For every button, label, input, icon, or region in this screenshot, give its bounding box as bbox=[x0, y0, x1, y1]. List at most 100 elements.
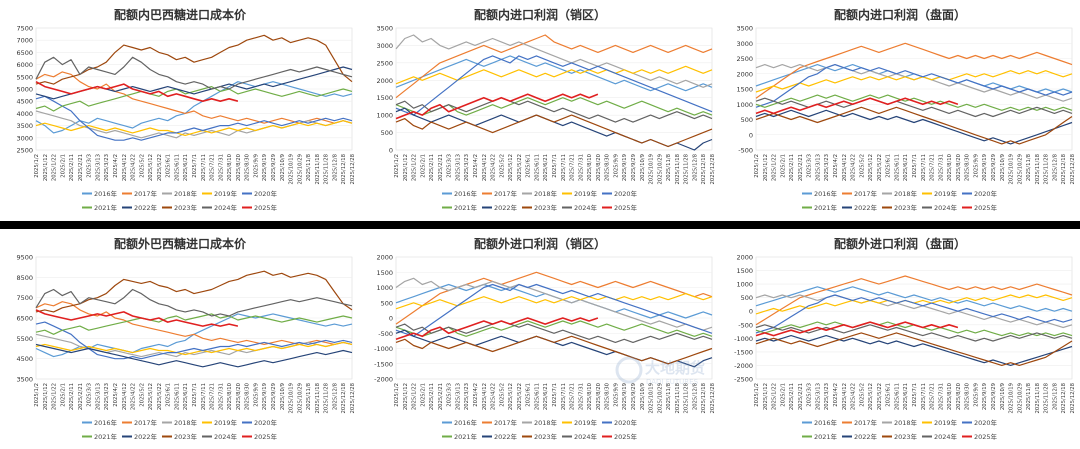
chart-title: 配额外进口利润（盘面） bbox=[834, 236, 966, 251]
legend-entry: 2024年 bbox=[202, 432, 238, 441]
y-tick-label: -1000 bbox=[734, 335, 753, 343]
x-tick-label: 2025/5/12 bbox=[148, 383, 154, 410]
y-tick-label: -500 bbox=[738, 147, 753, 155]
series-line bbox=[755, 275, 1073, 326]
x-tick-label: 2025/5/2 bbox=[139, 154, 145, 178]
x-tick-label: 2025/9/9 bbox=[973, 383, 979, 407]
x-tick-label: 2025/5/22 bbox=[157, 154, 163, 181]
x-tick-label: 2025/1/2 bbox=[394, 154, 400, 178]
chart-quota-in-profit-sales: 配额内进口利润（销区） 0 500 1000 1500 2000 2500 3000 3500 2… bbox=[376, 7, 716, 212]
y-tick-label: -1500 bbox=[734, 348, 753, 356]
series-line bbox=[755, 70, 1073, 93]
x-tick-label: 2025/11/28 bbox=[684, 153, 690, 184]
legend-entry: 2022年 bbox=[122, 432, 158, 441]
chart-title: 配额外进口利润（销区） bbox=[474, 236, 606, 251]
x-tick-label: 2025/3/23 bbox=[104, 383, 110, 410]
x-tick-label: 2025/5/2 bbox=[859, 154, 865, 178]
x-tick-label: 2025/6/21 bbox=[543, 383, 549, 410]
series-line bbox=[755, 106, 1073, 145]
x-tick-label: 2025/2/11 bbox=[429, 383, 435, 410]
x-tick-label: 2025/4/22 bbox=[491, 383, 497, 410]
x-tick-label: 2025/3/13 bbox=[455, 154, 461, 181]
watermark-text: 大地期货 bbox=[645, 359, 705, 377]
legend-entry: 2018年 bbox=[882, 189, 918, 198]
chart-quota-out-profit-futures: 配额外进口利润（盘面） -2500 -2000 -1500 -1000 -500 0 500 1… bbox=[734, 236, 1076, 441]
y-tick-label: -2000 bbox=[374, 376, 393, 384]
series-line bbox=[755, 63, 1073, 93]
legend-label: 2025年 bbox=[254, 203, 278, 212]
x-tick-label: 2025/12/18 bbox=[701, 382, 707, 413]
x-tick-label: 2025/3/13 bbox=[95, 383, 101, 410]
legend-entry: 2016年 bbox=[442, 189, 478, 198]
legend-label: 2017年 bbox=[134, 418, 158, 427]
x-tick-label: 2025/3/23 bbox=[464, 383, 470, 410]
chart-quota-in-profit-futures: 配额内进口利润（盘面） -500 0 500 1000 1500 2000 2500 3000 3… bbox=[736, 7, 1076, 212]
y-tick-label: 2000 bbox=[736, 70, 753, 78]
legend-entry: 2025年 bbox=[962, 203, 998, 212]
legend-label: 2024年 bbox=[574, 203, 598, 212]
x-tick-label: 2025/1/22 bbox=[412, 154, 418, 181]
x-tick-label: 2025/4/12 bbox=[842, 383, 848, 410]
x-tick-label: 2025/5/22 bbox=[157, 383, 163, 410]
x-tick-label: 2025/6/1 bbox=[166, 154, 172, 178]
series-line bbox=[35, 313, 353, 335]
y-tick-label: 0 bbox=[749, 131, 753, 139]
x-tick-label: 2025/10/19 bbox=[289, 154, 295, 185]
legend-entry: 2018年 bbox=[522, 189, 558, 198]
x-tick-label: 2025/2/21 bbox=[438, 154, 444, 181]
y-tick-label: 500 bbox=[741, 116, 753, 124]
legend-entry: 2016年 bbox=[802, 189, 838, 198]
legend-entry: 2016年 bbox=[802, 418, 838, 427]
x-tick-label: 2025/7/21 bbox=[570, 383, 576, 410]
x-tick-label: 2025/3/23 bbox=[104, 154, 110, 181]
x-tick-label: 2025/12/8 bbox=[332, 153, 338, 181]
y-tick-label: -2000 bbox=[734, 362, 753, 370]
x-tick-label: 2025/7/31 bbox=[578, 154, 584, 181]
legend-label: 2018年 bbox=[174, 418, 198, 427]
x-tick-label: 2025/4/2 bbox=[473, 383, 479, 407]
x-tick-label: 2025/8/30 bbox=[245, 382, 251, 410]
y-tick-label: 1000 bbox=[736, 281, 753, 289]
x-tick-label: 2025/9/19 bbox=[262, 154, 268, 181]
x-tick-label: 2025/9/29 bbox=[991, 154, 997, 181]
x-tick-label: 2025/9/19 bbox=[982, 383, 988, 410]
y-tick-label: 2000 bbox=[736, 254, 753, 262]
x-tick-label: 2025/12/18 bbox=[1061, 382, 1067, 413]
legend-label: 2022年 bbox=[494, 432, 518, 441]
legend-label: 2017年 bbox=[494, 418, 518, 427]
x-tick-label: 2025/8/10 bbox=[947, 382, 953, 410]
x-tick-label: 2025/6/11 bbox=[534, 383, 540, 410]
legend-label: 2023年 bbox=[894, 203, 918, 212]
x-tick-label: 2025/6/11 bbox=[894, 154, 900, 181]
series-line bbox=[395, 34, 713, 99]
x-tick-label: 2025/9/19 bbox=[262, 383, 268, 410]
series-line bbox=[35, 34, 353, 85]
x-tick-label: 2025/7/11 bbox=[561, 154, 567, 181]
x-tick-label: 2025/4/2 bbox=[113, 154, 119, 178]
x-tick-label: 2025/2/21 bbox=[798, 383, 804, 410]
x-tick-label: 2025/10/29 bbox=[1017, 154, 1023, 185]
legend-entry: 2021年 bbox=[82, 432, 118, 441]
legend-entry: 2024年 bbox=[562, 203, 598, 212]
x-tick-label: 2025/6/1 bbox=[526, 154, 532, 178]
legend-label: 2018年 bbox=[174, 189, 198, 198]
legend-entry: 2018年 bbox=[162, 189, 198, 198]
series-line bbox=[35, 341, 353, 356]
chart-title: 配额内巴西糖进口成本价 bbox=[114, 7, 247, 22]
legend-label: 2025年 bbox=[974, 203, 998, 212]
x-tick-label: 2025/7/1 bbox=[552, 154, 558, 178]
legend-entry: 2019年 bbox=[202, 418, 238, 427]
x-tick-label: 2025/5/2 bbox=[139, 383, 145, 407]
x-tick-label: 2025/10/9 bbox=[640, 383, 646, 410]
x-tick-label: 2025/11/18 bbox=[1035, 382, 1041, 413]
series-line bbox=[755, 294, 1073, 334]
x-tick-label: 2025/9/19 bbox=[622, 383, 628, 410]
x-tick-label: 2025/9/9 bbox=[253, 154, 259, 178]
x-tick-label: 2025/7/1 bbox=[192, 154, 198, 178]
watermark-logo: 大地期货 DADI FUTURES bbox=[615, 356, 705, 386]
series-line bbox=[35, 288, 353, 317]
x-tick-label: 2025/12/28 bbox=[350, 382, 356, 413]
series-line bbox=[395, 65, 713, 85]
x-tick-label: 2025/6/1 bbox=[526, 383, 532, 407]
x-tick-label: 2025/6/11 bbox=[894, 383, 900, 410]
